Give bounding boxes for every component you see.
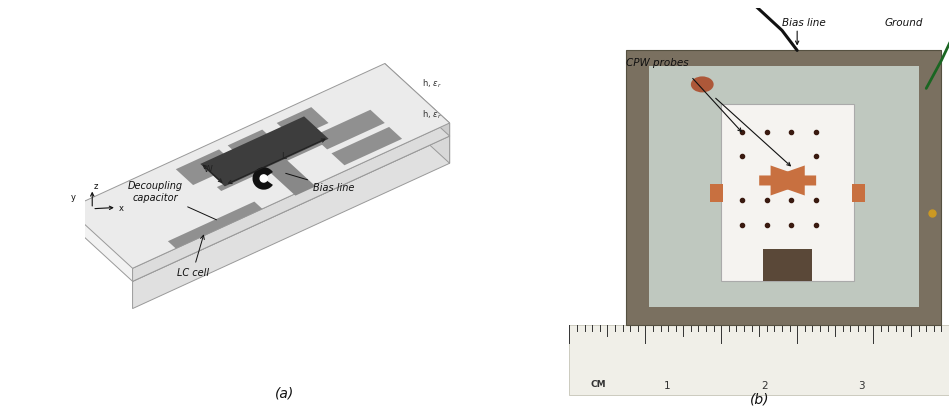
Polygon shape	[133, 123, 450, 281]
Bar	[626, 50, 941, 324]
Polygon shape	[67, 77, 450, 281]
Polygon shape	[384, 63, 450, 136]
Text: 1: 1	[663, 381, 670, 391]
Polygon shape	[176, 149, 236, 185]
FancyArrow shape	[762, 166, 816, 196]
Text: z: z	[94, 182, 98, 191]
Text: CM: CM	[590, 379, 605, 389]
Text: Decoupling
capacitor: Decoupling capacitor	[127, 181, 216, 220]
Text: (a): (a)	[275, 387, 294, 401]
Polygon shape	[217, 128, 351, 191]
Text: Ground: Ground	[884, 18, 923, 28]
Text: 2: 2	[761, 381, 768, 391]
Polygon shape	[228, 130, 280, 161]
Text: 3: 3	[858, 381, 865, 391]
Circle shape	[260, 175, 268, 182]
Text: y: y	[71, 193, 76, 201]
Text: CPW probes: CPW probes	[626, 58, 689, 68]
Polygon shape	[384, 77, 450, 163]
Text: Bias line: Bias line	[286, 173, 354, 193]
Polygon shape	[331, 127, 402, 165]
Polygon shape	[200, 116, 328, 186]
Ellipse shape	[691, 76, 714, 93]
Polygon shape	[277, 107, 328, 139]
Polygon shape	[262, 156, 316, 196]
Text: LC cell: LC cell	[177, 235, 209, 278]
Text: Bias line: Bias line	[782, 18, 826, 28]
Polygon shape	[168, 201, 262, 249]
Bar	[569, 324, 949, 394]
Text: x: x	[119, 204, 123, 214]
Bar	[710, 184, 723, 203]
Text: h, $\varepsilon_r$: h, $\varepsilon_r$	[421, 77, 441, 90]
FancyArrow shape	[759, 166, 813, 196]
Polygon shape	[313, 110, 384, 149]
Wedge shape	[252, 167, 273, 190]
Polygon shape	[67, 63, 450, 268]
Bar	[721, 104, 854, 281]
Text: (b): (b)	[750, 393, 769, 407]
Text: h, $\varepsilon_r$: h, $\varepsilon_r$	[421, 109, 441, 121]
Bar	[763, 249, 812, 281]
Bar	[852, 184, 865, 203]
Text: W: W	[204, 165, 213, 174]
Bar	[649, 66, 919, 306]
Polygon shape	[133, 136, 450, 309]
Text: L: L	[282, 152, 287, 161]
